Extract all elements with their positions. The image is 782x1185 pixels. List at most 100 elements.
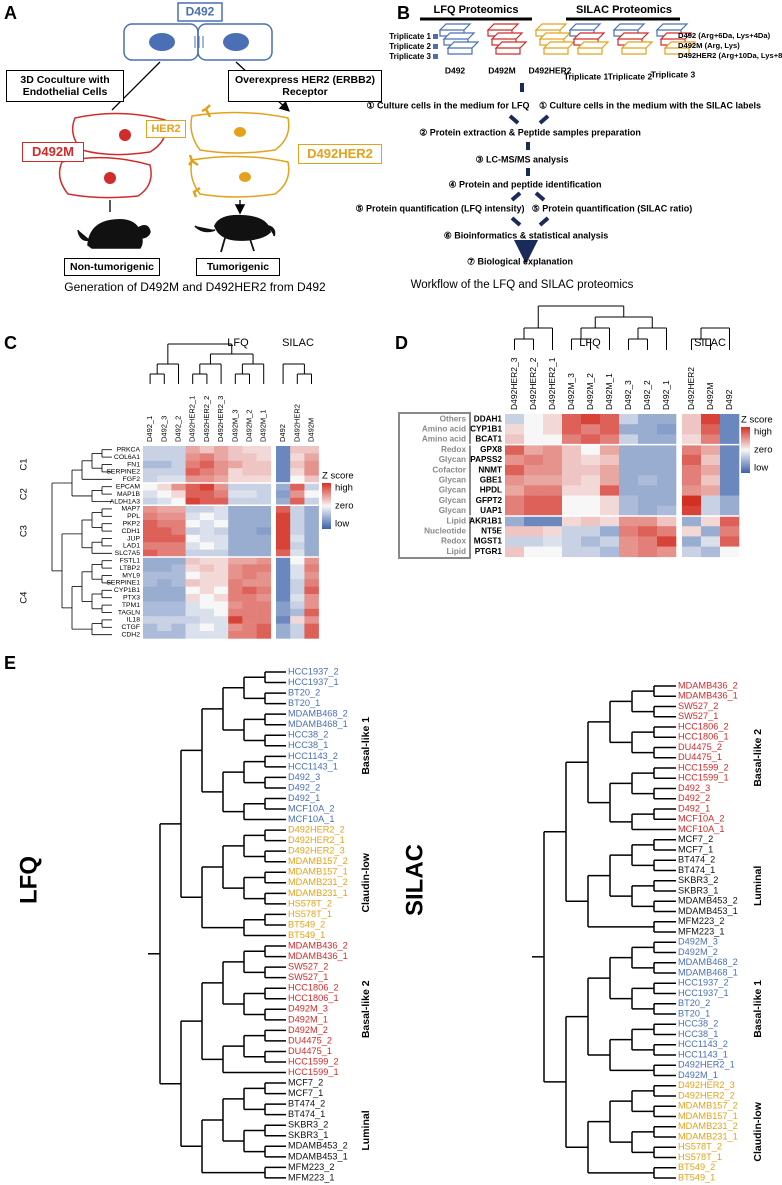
heatmap-cell — [701, 475, 721, 486]
leaf-label: MDAMB436_2 — [288, 940, 348, 950]
leaf-label: BT474_1 — [678, 865, 715, 875]
arrow — [109, 200, 240, 212]
leaf-label: HCC1599_1 — [288, 1067, 339, 1077]
heatmap-cell — [290, 616, 305, 624]
heatmap-cell — [214, 512, 229, 521]
gene-label: NNMT — [478, 465, 502, 474]
leaf-label: MFM223_1 — [288, 1172, 334, 1182]
leaf-label: HCC1599_1 — [678, 773, 729, 783]
gene-label: CDH1 — [121, 528, 140, 535]
leaf-label: MDAMB468_2 — [288, 709, 348, 719]
heatmap-cell — [638, 465, 658, 476]
heatmap-cell — [214, 549, 229, 558]
heatmap-cell — [171, 571, 186, 580]
heatmap-cell — [720, 414, 740, 425]
heatmap-cell — [524, 424, 544, 435]
heatmap-cell — [619, 516, 639, 527]
heatmap-cell — [228, 460, 243, 469]
heatmap-cell — [199, 460, 215, 469]
gene-label: IL18 — [127, 617, 140, 624]
leaf-label: HS578T_1 — [678, 1152, 722, 1162]
marker — [433, 54, 438, 59]
heatmap-cell — [290, 594, 305, 602]
heatmap-cell — [171, 475, 186, 484]
heatmap-cell — [256, 571, 272, 580]
leaf-label: HCC1599_2 — [288, 1056, 339, 1066]
category-label: Nucleotide — [424, 526, 466, 535]
heatmap-cell — [143, 520, 158, 528]
heatmap-cell — [682, 475, 702, 486]
heatmap-cell — [214, 527, 229, 536]
leaf-label: D492HER2_1 — [678, 1060, 735, 1070]
leaf-label: HS578T_1 — [288, 909, 332, 919]
heatmap-cell — [276, 608, 291, 617]
heatmap-cell — [143, 557, 158, 565]
heatmap-cell — [199, 468, 215, 476]
method-title: SILAC — [401, 844, 428, 916]
mouse-icon — [77, 219, 151, 249]
leaf-label: HCC1143_2 — [288, 751, 338, 761]
heatmap-cell — [682, 516, 702, 527]
heatmap-cell — [600, 526, 620, 537]
leaf-label: BT474_1 — [288, 1109, 325, 1119]
heatmap-cell — [256, 497, 272, 506]
heatmap-cell — [600, 505, 620, 517]
leaf-label: MDAMB468_1 — [288, 719, 348, 729]
heatmap-cell — [199, 631, 215, 639]
heatmap-cell — [276, 468, 291, 476]
heatmap-cell — [600, 424, 620, 435]
heatmap-cell — [157, 623, 172, 632]
heatmap-cell — [185, 549, 201, 558]
leaf-label: SKBR3_1 — [678, 885, 718, 895]
heatmap-cell — [657, 495, 677, 507]
cluster-label: C3 — [19, 525, 30, 537]
outcome-box: Non-tumorigenic — [64, 258, 160, 276]
heatmap-cell — [171, 631, 186, 639]
heatmap-cell — [619, 505, 639, 517]
heatmap-cell — [505, 414, 525, 425]
heatmap-cell — [581, 454, 601, 466]
heatmap-cell — [185, 542, 201, 550]
gene-label: LTBP2 — [120, 565, 140, 572]
heatmap-cell — [242, 616, 257, 624]
heatmap-cell — [524, 465, 544, 476]
heatmap-cell — [228, 631, 243, 639]
heatmap-cell — [543, 516, 563, 527]
heatmap-cell — [276, 527, 291, 536]
heatmap-cell — [562, 505, 582, 517]
heatmap-cell — [143, 497, 158, 506]
heatmap-cell — [524, 546, 544, 558]
heatmap-cell — [214, 475, 229, 484]
heatmap-cell — [143, 453, 158, 462]
heatmap-cell — [543, 526, 563, 537]
heatmap-cell — [143, 608, 158, 617]
heatmap-cell — [562, 414, 582, 425]
gene-label: GPX8 — [480, 445, 502, 454]
heatmap-cell — [562, 465, 582, 476]
heatmap-cell — [720, 526, 740, 537]
leaf-label: MDAMB157_2 — [678, 1101, 738, 1111]
column-label: D492M_2 — [585, 373, 595, 410]
heatmap-cell — [543, 536, 563, 547]
heatmap-cell — [290, 542, 305, 550]
heatmap-cell — [242, 505, 257, 513]
cell-label: D492M — [22, 142, 84, 162]
heatmap-cell — [157, 608, 172, 617]
heatmap-cell — [276, 601, 291, 610]
heatmap-cell — [682, 424, 702, 435]
nucleus — [119, 129, 131, 141]
heatmap-cell — [171, 497, 186, 506]
heatmap-cell — [276, 579, 291, 587]
heatmap-cell — [171, 586, 186, 595]
heatmap-cell — [290, 631, 305, 639]
step: ④ Protein and peptide identification — [448, 179, 601, 189]
heatmap-cell — [157, 527, 172, 536]
heatmap-cell — [256, 453, 272, 462]
column-label: D492HER2 — [686, 367, 696, 410]
heatmap-cell — [562, 526, 582, 537]
nucleus — [223, 33, 249, 51]
receptor — [188, 104, 212, 198]
leaf-label: BT20_2 — [288, 688, 320, 698]
heatmap-cell — [256, 601, 272, 610]
heatmap-cell — [304, 490, 319, 499]
